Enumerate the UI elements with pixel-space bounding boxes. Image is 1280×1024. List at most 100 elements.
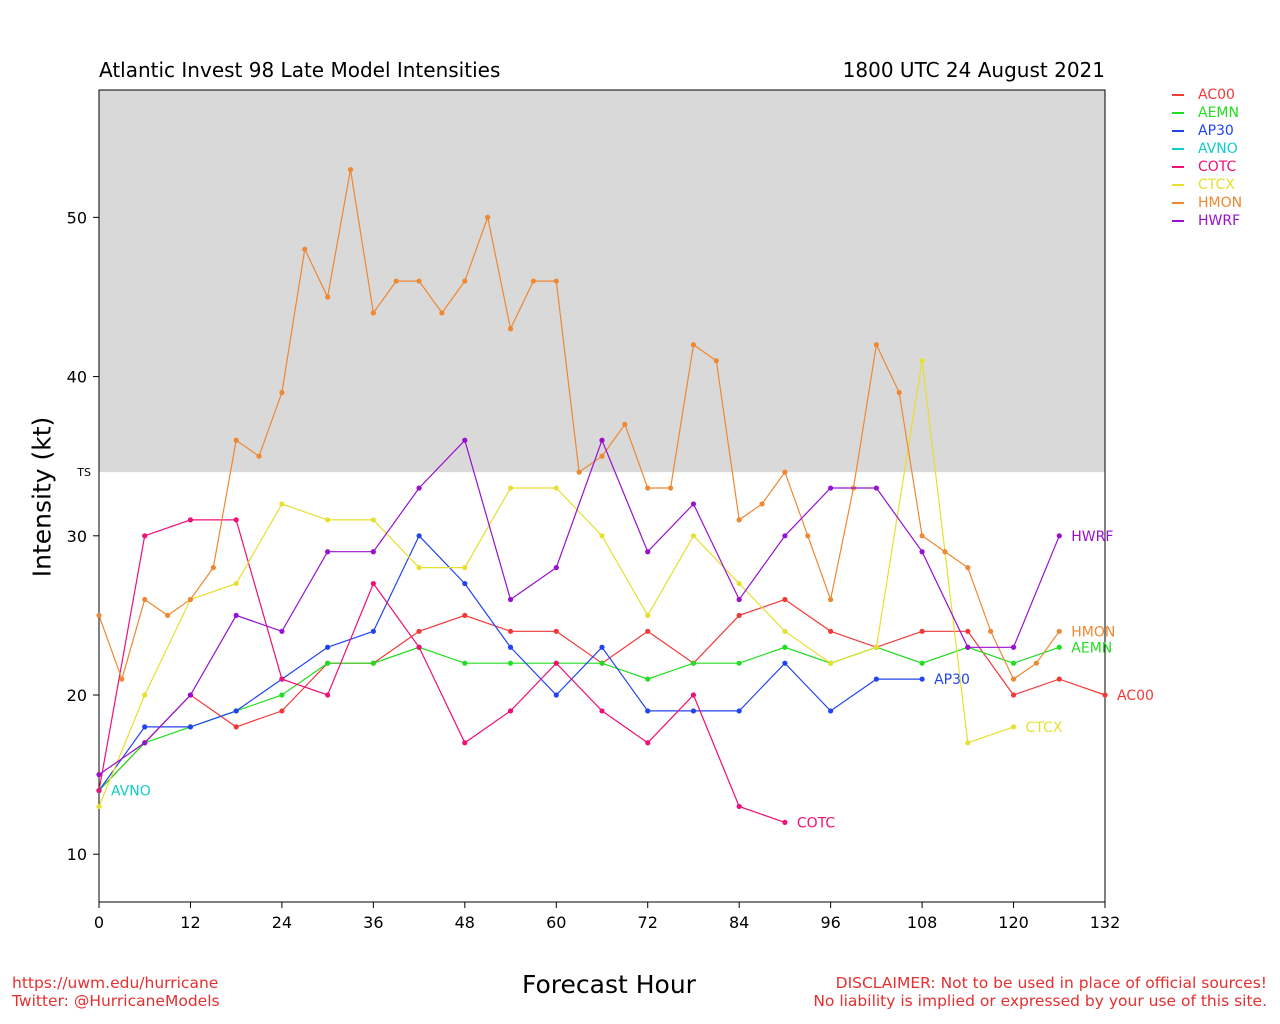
data-point-hmon	[485, 214, 491, 220]
data-point-ctcx	[828, 660, 834, 666]
legend-swatch-hmon	[1172, 202, 1184, 204]
data-point-ap30	[645, 708, 651, 714]
data-point-hmon	[988, 628, 994, 634]
data-point-hmon	[164, 612, 171, 619]
data-point-ctcx	[1010, 724, 1017, 730]
legend-swatch-hwrf	[1172, 220, 1184, 222]
data-point-hmon	[439, 310, 445, 316]
data-point-hmon	[713, 358, 719, 364]
series-end-label-cotc: COTC	[797, 815, 836, 831]
data-point-hwrf	[416, 485, 422, 491]
x-tick-label: 60	[546, 913, 566, 932]
data-point-hwrf	[462, 437, 468, 443]
legend-swatch-aemn	[1172, 112, 1184, 114]
data-point-hmon	[302, 246, 308, 252]
data-point-hwrf	[690, 501, 697, 507]
data-point-hmon	[1010, 676, 1017, 682]
data-point-ap30	[416, 533, 422, 539]
data-point-hmon	[622, 421, 628, 427]
disclaimer-line-2: No liability is implied or expressed by …	[813, 992, 1267, 1010]
data-point-ac00	[507, 628, 514, 634]
data-point-hmon	[507, 326, 514, 332]
data-point-hmon	[553, 278, 559, 284]
data-point-ap30	[233, 708, 239, 714]
data-point-aemn	[462, 660, 468, 666]
data-point-ctcx	[553, 485, 559, 491]
data-point-hwrf	[782, 533, 788, 539]
data-point-ap30	[142, 724, 148, 730]
data-point-cotc	[416, 644, 422, 650]
data-point-hmon	[599, 453, 605, 459]
footer-url: https://uwm.edu/hurricane	[12, 974, 219, 992]
data-point-cotc	[507, 708, 514, 714]
chart-datetime: 1800 UTC 24 August 2021	[842, 58, 1105, 82]
series-end-label-aemn: AEMN	[1071, 640, 1112, 656]
data-point-hmon	[325, 294, 331, 300]
legend-swatch-cotc	[1172, 166, 1184, 168]
data-point-cotc	[370, 580, 376, 587]
data-point-ctcx	[919, 358, 925, 364]
data-point-cotc	[599, 708, 605, 714]
x-tick-label: 132	[1090, 913, 1121, 932]
legend-swatch-avno	[1172, 148, 1184, 150]
x-tick-label: 96	[820, 913, 840, 932]
ts-shading	[99, 90, 1105, 473]
x-tick-label: 12	[180, 913, 200, 932]
data-point-cotc	[279, 676, 285, 682]
data-point-aemn	[919, 660, 925, 666]
x-axis-label: Forecast Hour	[522, 970, 696, 999]
legend-item-hwrf: HWRF	[1172, 212, 1242, 230]
data-point-hmon	[393, 278, 399, 284]
x-tick-label: 108	[907, 913, 938, 932]
data-point-ap30	[782, 660, 788, 666]
data-point-ac00	[553, 628, 559, 634]
data-point-ctcx	[599, 533, 605, 539]
data-point-hmon	[119, 676, 125, 682]
data-point-aemn	[782, 644, 788, 650]
data-point-hmon	[828, 596, 834, 603]
data-point-aemn	[370, 660, 376, 666]
data-point-hwrf	[873, 485, 879, 491]
data-point-hmon	[233, 437, 239, 443]
legend-item-cotc: COTC	[1172, 158, 1242, 176]
data-point-ac00	[233, 724, 239, 730]
data-point-hwrf	[233, 612, 239, 619]
data-point-cotc	[233, 517, 239, 523]
x-tick-label: 120	[998, 913, 1029, 932]
data-point-hmon	[142, 596, 148, 603]
data-point-ac00	[645, 628, 651, 634]
data-point-aemn	[736, 660, 742, 666]
legend-label-hwrf: HWRF	[1198, 213, 1241, 229]
data-point-ctcx	[96, 803, 102, 810]
footer-disclaimer: DISCLAIMER: Not to be used in place of o…	[813, 974, 1267, 1010]
data-point-hmon	[896, 389, 902, 396]
data-point-ac00	[1056, 676, 1062, 682]
data-point-ctcx	[645, 612, 651, 619]
data-point-hmon	[736, 517, 742, 523]
series-end-label-avno: AVNO	[111, 784, 151, 800]
data-point-ac00	[1010, 692, 1017, 698]
data-point-hmon	[942, 549, 948, 555]
data-point-ap30	[690, 708, 697, 714]
x-tick-label: 72	[638, 913, 658, 932]
data-point-aemn	[325, 660, 331, 666]
data-point-hwrf	[96, 772, 102, 778]
data-point-hwrf	[142, 740, 148, 746]
y-axis-label: Intensity (kt)	[27, 416, 57, 578]
x-tick-label: 24	[272, 913, 292, 932]
data-point-hmon	[667, 485, 674, 491]
data-point-hwrf	[965, 644, 971, 650]
data-point-hmon	[416, 278, 422, 284]
data-point-hmon	[279, 389, 285, 396]
legend-swatch-ac00	[1172, 94, 1184, 96]
data-point-aemn	[1056, 644, 1062, 650]
legend-item-ap30: AP30	[1172, 122, 1242, 140]
y-tick-label: 50	[67, 208, 87, 227]
data-point-hwrf	[507, 596, 514, 603]
data-point-ctcx	[142, 692, 148, 698]
data-point-aemn	[507, 660, 514, 666]
series-end-label-hmon: HMON	[1071, 624, 1115, 640]
data-point-ctcx	[965, 740, 971, 746]
x-tick-label: 36	[363, 913, 383, 932]
data-point-ap30	[919, 676, 925, 682]
